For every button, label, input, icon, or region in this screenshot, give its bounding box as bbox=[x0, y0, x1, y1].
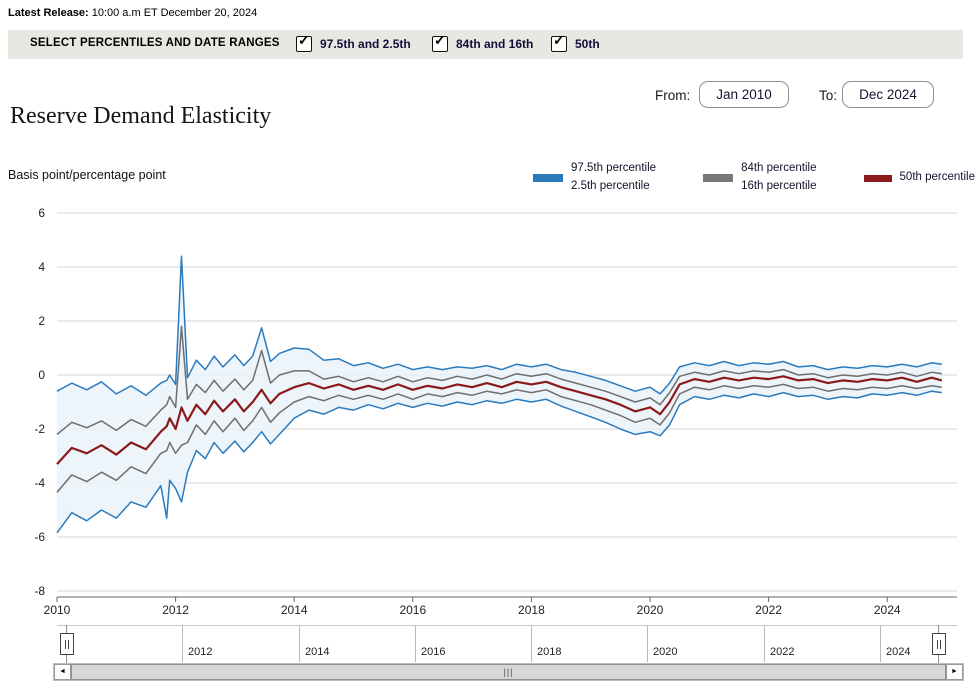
date-range-controls: From: Jan 2010 To: Dec 2024 bbox=[0, 81, 976, 111]
scrollbar-thumb[interactable]: ||| bbox=[71, 664, 946, 680]
to-label: To: bbox=[819, 88, 838, 103]
svg-text:2024: 2024 bbox=[874, 603, 901, 617]
slider-year-label: 2014 bbox=[305, 646, 330, 658]
legend-swatch-icon bbox=[703, 174, 734, 182]
slider-year-label: 2020 bbox=[653, 646, 678, 658]
svg-text:0: 0 bbox=[38, 368, 45, 382]
svg-text:2010: 2010 bbox=[44, 603, 71, 617]
checkbox-label: 50th bbox=[575, 37, 600, 51]
svg-text:4: 4 bbox=[38, 260, 45, 274]
latest-release-label: Latest Release: bbox=[8, 7, 89, 19]
scrollbar-right-arrow-icon[interactable]: ► bbox=[946, 664, 963, 680]
toolbar-title: SELECT PERCENTILES AND DATE RANGES bbox=[30, 37, 280, 49]
slider-year-label: 2022 bbox=[770, 646, 795, 658]
slider-year-tick bbox=[647, 625, 648, 662]
svg-text:2016: 2016 bbox=[399, 603, 426, 617]
from-label: From: bbox=[655, 88, 691, 103]
legend-item-1: 97.5th percentile 2.5th percentile bbox=[533, 160, 656, 196]
percentile-checkbox-3[interactable]: ✓ 50th bbox=[551, 32, 600, 52]
latest-release: Latest Release: 10:00 a.m ET December 20,… bbox=[8, 7, 257, 19]
checkbox-checked-icon[interactable]: ✓ bbox=[551, 32, 567, 52]
y-axis-unit-label: Basis point/percentage point bbox=[8, 168, 166, 182]
legend-item-3: 50th percentile bbox=[863, 169, 975, 187]
latest-release-value: 10:00 a.m ET December 20, 2024 bbox=[91, 7, 258, 19]
slider-year-label: 2018 bbox=[537, 646, 562, 658]
from-date-button[interactable]: Jan 2010 bbox=[699, 81, 789, 108]
legend-swatch-icon bbox=[533, 174, 563, 182]
slider-year-label: 2016 bbox=[421, 646, 446, 658]
slider-year-tick bbox=[880, 625, 881, 662]
scrollbar-left-arrow-icon[interactable]: ◄ bbox=[54, 664, 71, 680]
checkmark-icon: ✓ bbox=[298, 32, 310, 48]
slider-handle-right[interactable] bbox=[932, 633, 946, 655]
checkbox-checked-icon[interactable]: ✓ bbox=[296, 32, 312, 52]
percentile-toolbar: SELECT PERCENTILES AND DATE RANGES ✓ 97.5… bbox=[8, 30, 963, 59]
percentile-checkbox-2[interactable]: ✓ 84th and 16th bbox=[432, 32, 534, 52]
svg-text:6: 6 bbox=[38, 206, 45, 220]
percentile-checkbox-1[interactable]: ✓ 97.5th and 2.5th bbox=[296, 32, 411, 52]
legend-labels: 84th percentile 16th percentile bbox=[741, 162, 817, 192]
date-range-slider: 2012 2014 2016 2018 2020 2022 2024 bbox=[0, 625, 976, 663]
checkbox-checked-icon[interactable]: ✓ bbox=[432, 32, 448, 52]
slider-year-tick bbox=[764, 625, 765, 662]
svg-text:2018: 2018 bbox=[518, 603, 545, 617]
slider-year-tick bbox=[415, 625, 416, 662]
svg-text:2: 2 bbox=[38, 314, 45, 328]
elasticity-chart: 6 4 2 0 -2 -4 -6 -8 2010 2012 2014 2016 2018 2020 2022… bbox=[34, 206, 957, 617]
checkmark-icon: ✓ bbox=[553, 32, 565, 48]
chart-legend: 97.5th percentile 2.5th percentile 84th pe… bbox=[533, 158, 975, 198]
legend-item-2: 84th percentile 16th percentile bbox=[703, 160, 817, 196]
slider-year-tick bbox=[182, 625, 183, 662]
slider-track-line bbox=[57, 625, 957, 626]
slider-year-label: 2012 bbox=[188, 646, 213, 658]
svg-text:-2: -2 bbox=[34, 422, 45, 436]
horizontal-scrollbar[interactable]: ◄ ||| ► bbox=[53, 663, 964, 681]
slider-year-tick bbox=[299, 625, 300, 662]
slider-handle-left[interactable] bbox=[60, 633, 74, 655]
legend-labels: 97.5th percentile 2.5th percentile bbox=[571, 162, 657, 192]
page-title: Reserve Demand Elasticity bbox=[10, 103, 272, 129]
checkbox-label: 84th and 16th bbox=[456, 37, 534, 51]
legend-labels: 50th percentile bbox=[899, 171, 975, 184]
scrollbar-grip-icon: ||| bbox=[503, 667, 514, 677]
checkbox-label: 97.5th and 2.5th bbox=[320, 37, 411, 51]
svg-text:-6: -6 bbox=[34, 530, 45, 544]
slider-year-tick bbox=[531, 625, 532, 662]
svg-text:-8: -8 bbox=[34, 584, 45, 598]
to-date-button[interactable]: Dec 2024 bbox=[842, 81, 934, 108]
legend-swatch-icon bbox=[863, 174, 892, 182]
svg-text:-4: -4 bbox=[34, 476, 45, 490]
svg-text:2020: 2020 bbox=[637, 603, 664, 617]
svg-text:2012: 2012 bbox=[162, 603, 189, 617]
checkmark-icon: ✓ bbox=[434, 32, 446, 48]
svg-text:2022: 2022 bbox=[755, 603, 782, 617]
svg-text:2014: 2014 bbox=[281, 603, 308, 617]
slider-year-label: 2024 bbox=[886, 646, 911, 658]
